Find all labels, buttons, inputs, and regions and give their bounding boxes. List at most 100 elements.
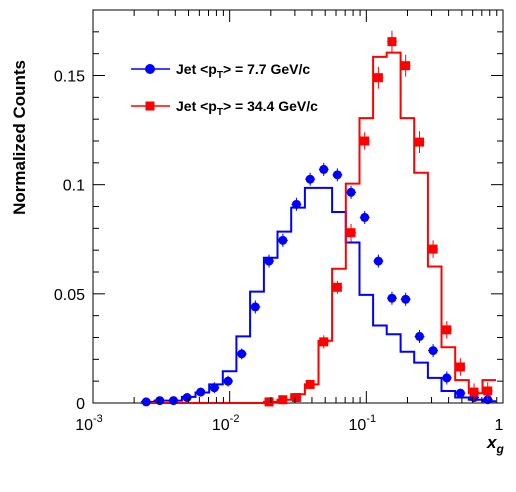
- point-marker: [346, 187, 356, 197]
- point-marker: [332, 282, 342, 292]
- point-marker: [332, 170, 342, 180]
- legend-label-series-1: Jet <pT> = 7.7 GeV/c: [176, 61, 310, 81]
- data-points: [141, 30, 493, 407]
- data-point-series-1: [154, 396, 165, 406]
- point-marker: [442, 325, 452, 335]
- point-marker: [291, 393, 301, 403]
- point-marker: [264, 256, 274, 266]
- point-marker: [319, 164, 329, 174]
- data-point-series-1: [277, 233, 288, 247]
- x-tick-label: 10-2: [212, 413, 240, 434]
- data-point-series-1: [332, 168, 343, 182]
- point-marker: [264, 397, 274, 407]
- histograms: [140, 51, 497, 404]
- data-point-series-2: [332, 280, 343, 294]
- data-point-series-2: [277, 395, 288, 405]
- x-tick-label: 1: [495, 417, 504, 434]
- axis-ticks: 10-3 10-2 10-1 1 0 0.05 0.1 0.15: [54, 9, 504, 434]
- point-marker: [428, 244, 438, 254]
- legend-entry-series-1: Jet <pT> = 7.7 GeV/c: [131, 61, 310, 81]
- point-marker: [141, 397, 151, 407]
- data-point-series-2: [414, 131, 425, 154]
- point-marker: [278, 395, 288, 405]
- data-point-series-1: [263, 254, 274, 268]
- point-marker: [209, 383, 219, 393]
- data-point-series-1: [209, 382, 220, 394]
- point-marker: [442, 373, 452, 383]
- point-marker: [346, 228, 356, 238]
- data-point-series-2: [373, 66, 384, 89]
- point-marker: [401, 294, 411, 304]
- histogram-series-2: [140, 51, 497, 404]
- point-marker: [469, 387, 479, 397]
- data-point-series-2: [346, 223, 357, 242]
- legend-marker-series-2: [145, 101, 155, 111]
- y-tick-label: 0.15: [54, 69, 85, 86]
- data-point-series-2: [455, 358, 466, 376]
- point-marker: [455, 362, 465, 372]
- y-axis-label: Normalized Counts: [10, 60, 29, 215]
- x-axis-label: xg: [486, 433, 504, 456]
- point-marker: [483, 386, 493, 396]
- point-marker: [387, 293, 397, 303]
- point-marker: [250, 302, 260, 312]
- legend-marker-series-1: [145, 64, 155, 74]
- data-point-series-1: [441, 371, 452, 385]
- point-marker: [196, 387, 206, 397]
- x-tick-label: 10-3: [75, 413, 103, 434]
- data-point-series-1: [195, 387, 206, 397]
- data-point-series-1: [182, 393, 193, 403]
- data-point-series-1: [346, 185, 357, 199]
- data-point-series-2: [291, 393, 302, 403]
- legend-label-series-2: Jet <pT> = 34.4 GeV/c: [176, 98, 318, 118]
- data-point-series-1: [400, 292, 411, 306]
- point-marker: [428, 346, 438, 356]
- point-marker: [415, 331, 425, 341]
- point-marker: [373, 256, 383, 266]
- data-point-series-1: [250, 300, 261, 314]
- point-marker: [155, 396, 165, 406]
- data-point-series-1: [236, 348, 247, 360]
- point-marker: [387, 37, 397, 47]
- point-marker: [455, 388, 465, 398]
- point-marker: [278, 235, 288, 245]
- y-tick-label: 0.1: [63, 178, 85, 195]
- data-point-series-1: [141, 397, 152, 407]
- x-tick-label: 10-1: [349, 413, 377, 434]
- legend: Jet <pT> = 7.7 GeV/c Jet <pT> = 34.4 GeV…: [131, 61, 318, 118]
- data-point-series-1: [414, 329, 425, 343]
- point-marker: [291, 199, 301, 209]
- point-marker: [237, 349, 247, 359]
- y-tick-label: 0: [76, 396, 85, 413]
- data-point-series-2: [469, 383, 480, 401]
- data-point-series-1: [373, 254, 384, 268]
- y-tick-label: 0.05: [54, 287, 85, 304]
- point-marker: [373, 73, 383, 83]
- data-point-series-2: [428, 240, 439, 258]
- data-point-series-2: [359, 132, 370, 150]
- point-marker: [182, 393, 192, 403]
- point-marker: [305, 174, 315, 184]
- point-marker: [168, 396, 178, 406]
- data-point-series-2: [318, 335, 329, 349]
- legend-entry-series-2: Jet <pT> = 34.4 GeV/c: [131, 98, 318, 118]
- data-point-series-2: [482, 382, 493, 400]
- point-marker: [360, 212, 370, 222]
- point-marker: [319, 337, 329, 347]
- point-marker: [401, 61, 411, 71]
- data-point-series-1: [455, 388, 466, 398]
- data-point-series-1: [359, 210, 370, 224]
- point-marker: [360, 136, 370, 146]
- data-point-series-2: [400, 54, 411, 77]
- point-marker: [223, 376, 233, 386]
- data-point-series-1: [223, 375, 234, 387]
- data-point-series-2: [386, 30, 397, 53]
- data-point-series-1: [386, 291, 397, 305]
- data-point-series-2: [263, 397, 274, 407]
- data-point-series-1: [428, 344, 439, 358]
- point-marker: [305, 379, 315, 389]
- data-point-series-2: [305, 379, 316, 389]
- histogram-series-1: [140, 186, 497, 403]
- point-marker: [415, 137, 425, 147]
